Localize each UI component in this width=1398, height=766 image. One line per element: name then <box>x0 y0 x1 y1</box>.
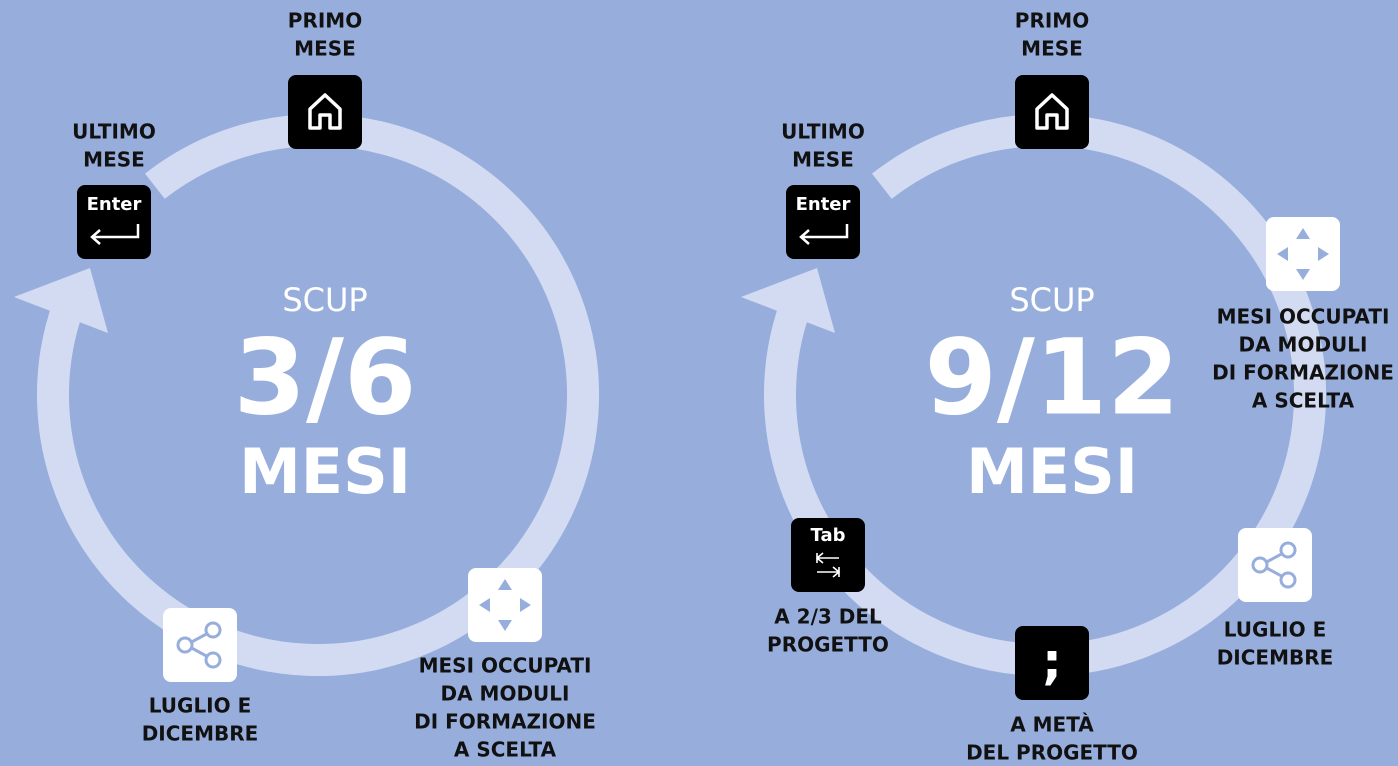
node: PRIMO MESE <box>288 9 362 149</box>
node-label: DA MODULI <box>441 682 570 706</box>
share-dot <box>204 621 222 639</box>
enter-glyph <box>799 224 849 245</box>
node-label: MESE <box>294 37 356 61</box>
node-label: PRIMO <box>1015 9 1089 33</box>
node-label: DICEMBRE <box>1217 646 1334 670</box>
node: LUGLIO E DICEMBRE <box>142 608 259 746</box>
center-unit: MESI <box>966 435 1138 508</box>
node-label: A METÀ <box>1010 713 1094 737</box>
tab-glyph <box>815 552 841 578</box>
key-icon <box>1266 217 1340 291</box>
key-icon <box>468 568 542 642</box>
key-icon <box>288 75 362 149</box>
node-label: MESI OCCUPATI <box>419 654 592 678</box>
key-text: Tab <box>811 525 846 546</box>
share-dot <box>1251 556 1269 574</box>
key-icon <box>791 518 865 592</box>
node-label: LUGLIO E <box>149 694 252 718</box>
node-label: DA MODULI <box>1239 333 1368 357</box>
node-label: DEL PROGETTO <box>966 741 1138 765</box>
node: Enter ULTIMO MESE <box>781 120 865 259</box>
node: PRIMO MESE <box>1015 9 1089 149</box>
node: MESI OCCUPATI DA MODULI DI FORMAZIONE A SCE… <box>414 568 596 762</box>
node-label: MESI OCCUPATI <box>1217 305 1390 329</box>
center-title: SCUP <box>1009 281 1094 319</box>
node-label: MESE <box>83 148 145 172</box>
node-label: PROGETTO <box>767 633 889 657</box>
share-dot <box>204 651 222 669</box>
cycle-arrowhead <box>14 268 108 333</box>
node-label: A SCELTA <box>454 738 557 762</box>
center-duration: 3/6 <box>234 316 417 438</box>
node-label: PRIMO <box>288 9 362 33</box>
center-title: SCUP <box>282 281 367 319</box>
key-text: Enter <box>796 194 851 215</box>
key-text: Enter <box>87 194 142 215</box>
cycle-arrowhead <box>741 268 835 333</box>
node-label: ULTIMO <box>781 120 865 144</box>
node: Enter ULTIMO MESE <box>72 120 156 259</box>
center-duration: 9/12 <box>924 316 1179 438</box>
arrows-glyph <box>479 579 531 631</box>
enter-glyph <box>90 224 140 245</box>
home-glyph <box>308 93 342 130</box>
cycle-ring <box>37 114 599 676</box>
node-label: DICEMBRE <box>142 722 259 746</box>
node-label: A SCELTA <box>1252 389 1355 413</box>
node: MESI OCCUPATI DA MODULI DI FORMAZIONE A SCE… <box>1212 217 1394 413</box>
key-icon <box>1238 528 1312 602</box>
node-label: MESE <box>1021 37 1083 61</box>
node-label: DI FORMAZIONE <box>414 710 596 734</box>
node: LUGLIO E DICEMBRE <box>1217 528 1334 670</box>
key-icon <box>1015 75 1089 149</box>
arrows-glyph <box>1277 228 1329 280</box>
share-dot <box>1279 541 1297 559</box>
center-unit: MESI <box>239 435 411 508</box>
share-dot <box>176 636 194 654</box>
home-glyph <box>1035 93 1069 130</box>
node-label: LUGLIO E <box>1224 618 1327 642</box>
key-icon <box>1015 626 1089 700</box>
node-label: ULTIMO <box>72 120 156 144</box>
node-label: DI FORMAZIONE <box>1212 361 1394 385</box>
share-dot <box>1279 571 1297 589</box>
key-text: ; <box>1042 633 1062 691</box>
node-label: MESE <box>792 148 854 172</box>
node: ; A METÀ DEL PROGETTO <box>966 626 1138 765</box>
key-icon <box>163 608 237 682</box>
node-label: A 2/3 DEL <box>774 605 882 629</box>
node: Tab A 2/3 DEL PROGETTO <box>767 518 889 657</box>
